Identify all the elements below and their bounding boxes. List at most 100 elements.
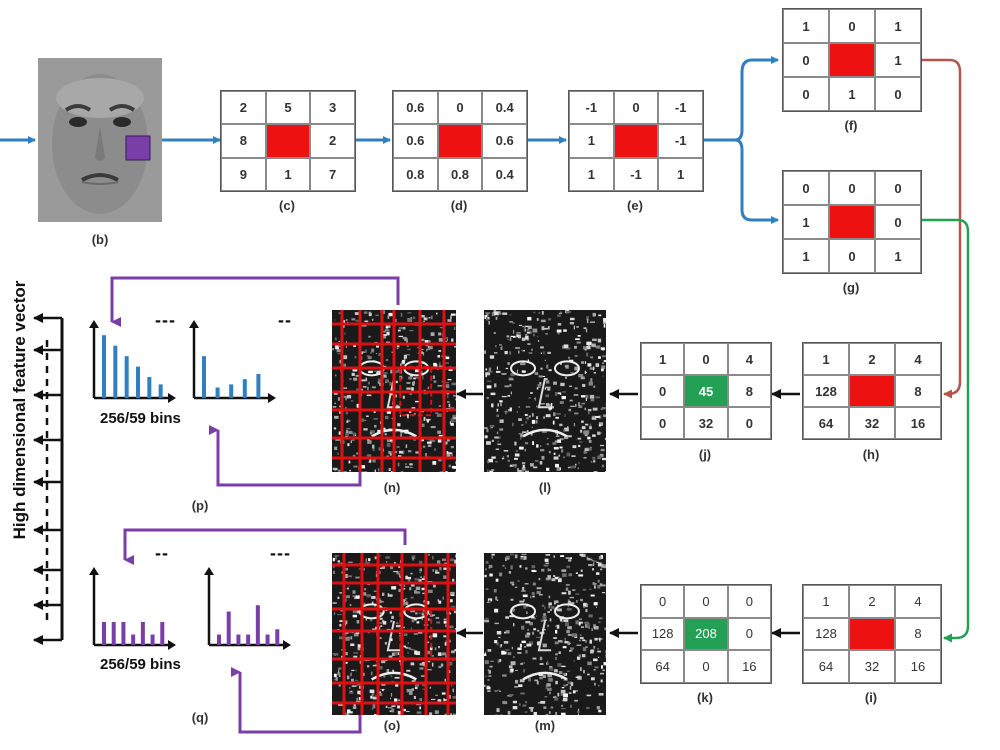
hist-q-right-bar-4 bbox=[255, 605, 260, 645]
matrix-d-cell-0: 0.6 bbox=[393, 91, 438, 125]
arrow-e-to-f bbox=[702, 56, 779, 142]
matrix-c-cell-3: 8 bbox=[221, 124, 266, 158]
matrix-i-cell-2: 4 bbox=[895, 585, 941, 618]
arrow-g-to-i bbox=[920, 218, 970, 643]
matrix-h-cell-8: 16 bbox=[895, 407, 941, 439]
matrix-i: 1 2 4 128 8 64 32 16 bbox=[802, 584, 942, 684]
matrix-e-cell-2: -1 bbox=[658, 91, 703, 125]
matrix-h-cell-6: 64 bbox=[803, 407, 849, 439]
matrix-g-cell-8: 1 bbox=[875, 239, 921, 273]
matrix-f-cell-7: 1 bbox=[829, 77, 875, 111]
bins-label-p: 256/59 bins bbox=[100, 410, 181, 427]
matrix-j-cell-4: 45 bbox=[684, 375, 728, 407]
hist-q-left-bar-1 bbox=[111, 621, 116, 645]
matrix-g-cell-2: 0 bbox=[875, 171, 921, 205]
matrix-e-cell-8: 1 bbox=[658, 157, 703, 191]
arrow-e-to-g bbox=[734, 138, 779, 224]
hist-p-left-bar-3 bbox=[136, 366, 140, 398]
dashes-p-right: -- bbox=[278, 310, 292, 330]
matrix-j-cell-7: 32 bbox=[684, 407, 728, 439]
matrix-g-cell-1: 0 bbox=[829, 171, 875, 205]
matrix-g-cell-6: 1 bbox=[783, 239, 829, 273]
caption-n: (n) bbox=[383, 480, 401, 495]
caption-l: (l) bbox=[538, 480, 552, 495]
lbp-image-l bbox=[484, 310, 606, 472]
matrix-j: 1 0 4 0 45 8 0 32 0 bbox=[640, 342, 772, 440]
matrix-j-cell-6: 0 bbox=[641, 407, 685, 439]
matrix-f-cell-5: 1 bbox=[875, 43, 921, 77]
matrix-e-cell-7: -1 bbox=[613, 157, 659, 191]
caption-i: (i) bbox=[864, 690, 878, 705]
histogram-p-right bbox=[189, 320, 276, 403]
matrix-e: -1 0 -1 1 -1 1 -1 1 bbox=[568, 90, 704, 192]
matrix-j-cell-0: 1 bbox=[641, 343, 685, 375]
matrix-c-cell-8: 7 bbox=[310, 157, 355, 191]
matrix-j-cell-5: 8 bbox=[727, 375, 771, 407]
hist-p-left-bar-5 bbox=[158, 384, 163, 398]
matrix-i-cell-8: 16 bbox=[895, 650, 941, 683]
hist-p-right-bar-2 bbox=[229, 384, 234, 398]
hist-q-left-bar-5 bbox=[150, 634, 155, 645]
matrix-g-cell-0: 0 bbox=[783, 171, 829, 205]
matrix-i-cell-6: 64 bbox=[803, 650, 849, 683]
matrix-e-cell-5: -1 bbox=[658, 124, 703, 158]
matrix-h-cell-5: 8 bbox=[895, 375, 941, 407]
matrix-k-cell-3: 128 bbox=[641, 617, 685, 651]
matrix-f-cell-3: 0 bbox=[783, 43, 829, 77]
matrix-d-cell-4 bbox=[437, 124, 483, 158]
matrix-d-cell-8: 0.4 bbox=[482, 157, 527, 191]
matrix-d-cell-6: 0.8 bbox=[393, 157, 438, 191]
dashes-p-left: --- bbox=[155, 310, 176, 330]
matrix-k: 0 0 0 128 208 0 64 0 16 bbox=[640, 584, 772, 684]
hist-p-right-bar-0 bbox=[202, 356, 206, 398]
matrix-k-cell-6: 64 bbox=[641, 650, 685, 683]
hist-p-left-bar-0 bbox=[102, 335, 106, 398]
hist-q-right-bar-5 bbox=[265, 634, 270, 645]
matrix-h-cell-7: 32 bbox=[849, 407, 895, 439]
histogram-p-left bbox=[89, 320, 176, 403]
matrix-g-cell-4 bbox=[829, 205, 875, 239]
caption-o: (o) bbox=[383, 718, 401, 733]
matrix-h-cell-0: 1 bbox=[803, 343, 849, 375]
hist-q-left-bar-3 bbox=[131, 634, 136, 645]
matrix-j-cell-8: 0 bbox=[727, 407, 771, 439]
caption-d: (d) bbox=[450, 198, 468, 213]
dashes-q-left: -- bbox=[155, 543, 169, 563]
lbp-image-m bbox=[484, 553, 606, 715]
caption-b: (b) bbox=[91, 232, 109, 247]
matrix-d-cell-2: 0.4 bbox=[482, 91, 527, 125]
caption-f: (f) bbox=[844, 118, 858, 133]
matrix-f-cell-6: 0 bbox=[783, 77, 829, 111]
caption-j: (j) bbox=[698, 447, 712, 462]
arrow-n-to-hist-p-right bbox=[209, 425, 362, 487]
matrix-j-cell-3: 0 bbox=[641, 375, 685, 407]
caption-q: (q) bbox=[191, 710, 209, 725]
matrix-c-cell-7: 1 bbox=[265, 157, 311, 191]
matrix-k-cell-4: 208 bbox=[684, 617, 728, 651]
matrix-e-cell-4 bbox=[613, 124, 659, 158]
matrix-f-cell-2: 1 bbox=[875, 9, 921, 43]
matrix-f-cell-8: 0 bbox=[875, 77, 921, 111]
bins-label-q: 256/59 bins bbox=[100, 656, 181, 673]
hist-q-right-bar-3 bbox=[246, 634, 251, 645]
matrix-d-cell-3: 0.6 bbox=[393, 124, 438, 158]
matrix-d-cell-1: 0 bbox=[437, 91, 483, 125]
caption-m: (m) bbox=[534, 718, 556, 733]
matrix-k-cell-2: 0 bbox=[727, 585, 771, 618]
arrow-o-to-hist-q-right bbox=[231, 667, 362, 734]
hist-p-left-bar-1 bbox=[113, 345, 118, 398]
caption-e: (e) bbox=[627, 198, 643, 213]
hist-p-left-bar-4 bbox=[147, 377, 152, 398]
hist-q-left-bar-6 bbox=[160, 621, 165, 645]
feature-vector-ticks bbox=[33, 313, 62, 645]
hist-p-right-bar-1 bbox=[215, 387, 220, 398]
histogram-q-right bbox=[204, 567, 291, 650]
matrix-d-cell-7: 0.8 bbox=[437, 157, 483, 191]
caption-g: (g) bbox=[842, 280, 860, 295]
hist-q-right-bar-6 bbox=[275, 629, 280, 645]
